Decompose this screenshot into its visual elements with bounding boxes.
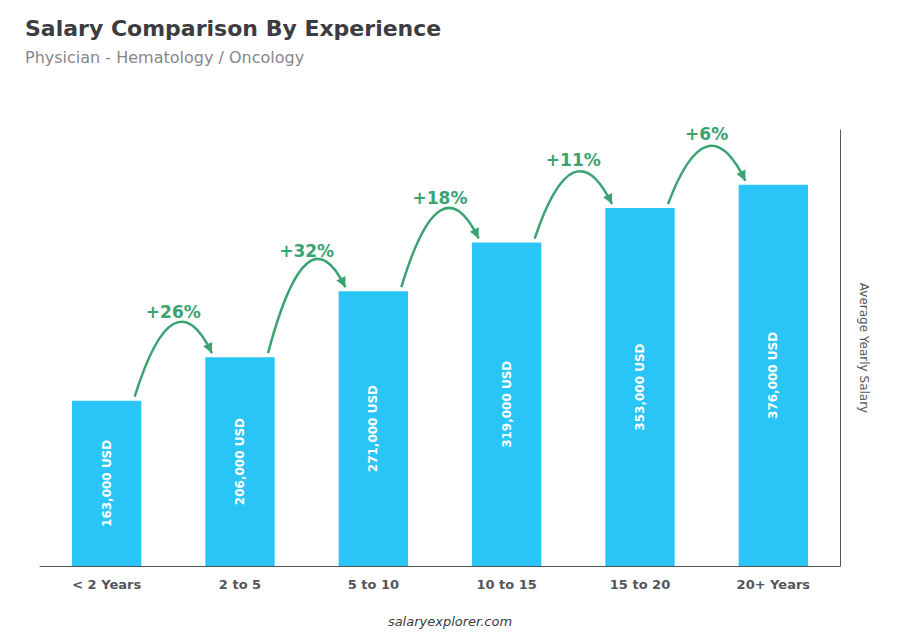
svg-text:10 to 15: 10 to 15 [476,577,536,592]
svg-text:5 to 10: 5 to 10 [348,577,399,592]
svg-text:2 to 5: 2 to 5 [219,577,261,592]
svg-text:271,000 USD: 271,000 USD [366,385,380,472]
svg-text:+32%: +32% [279,241,334,261]
svg-text:163,000 USD: 163,000 USD [100,440,114,527]
svg-text:+26%: +26% [146,302,201,322]
svg-text:15 to 20: 15 to 20 [610,577,670,592]
svg-text:salaryexplorer.com: salaryexplorer.com [388,614,512,629]
svg-text:319,000 USD: 319,000 USD [500,361,514,448]
svg-text:20+ Years: 20+ Years [737,577,811,592]
svg-text:353,000 USD: 353,000 USD [633,343,647,430]
svg-text:376,000 USD: 376,000 USD [766,332,780,419]
svg-text:< 2 Years: < 2 Years [72,577,141,592]
svg-text:Salary Comparison By Experienc: Salary Comparison By Experience [25,16,441,41]
svg-text:206,000 USD: 206,000 USD [233,418,247,505]
svg-text:Physician - Hematology / Oncol: Physician - Hematology / Oncology [25,48,304,67]
svg-text:+18%: +18% [413,188,468,208]
svg-text:+6%: +6% [685,124,728,144]
svg-text:+11%: +11% [546,150,601,170]
svg-text:Average Yearly Salary: Average Yearly Salary [857,283,871,413]
